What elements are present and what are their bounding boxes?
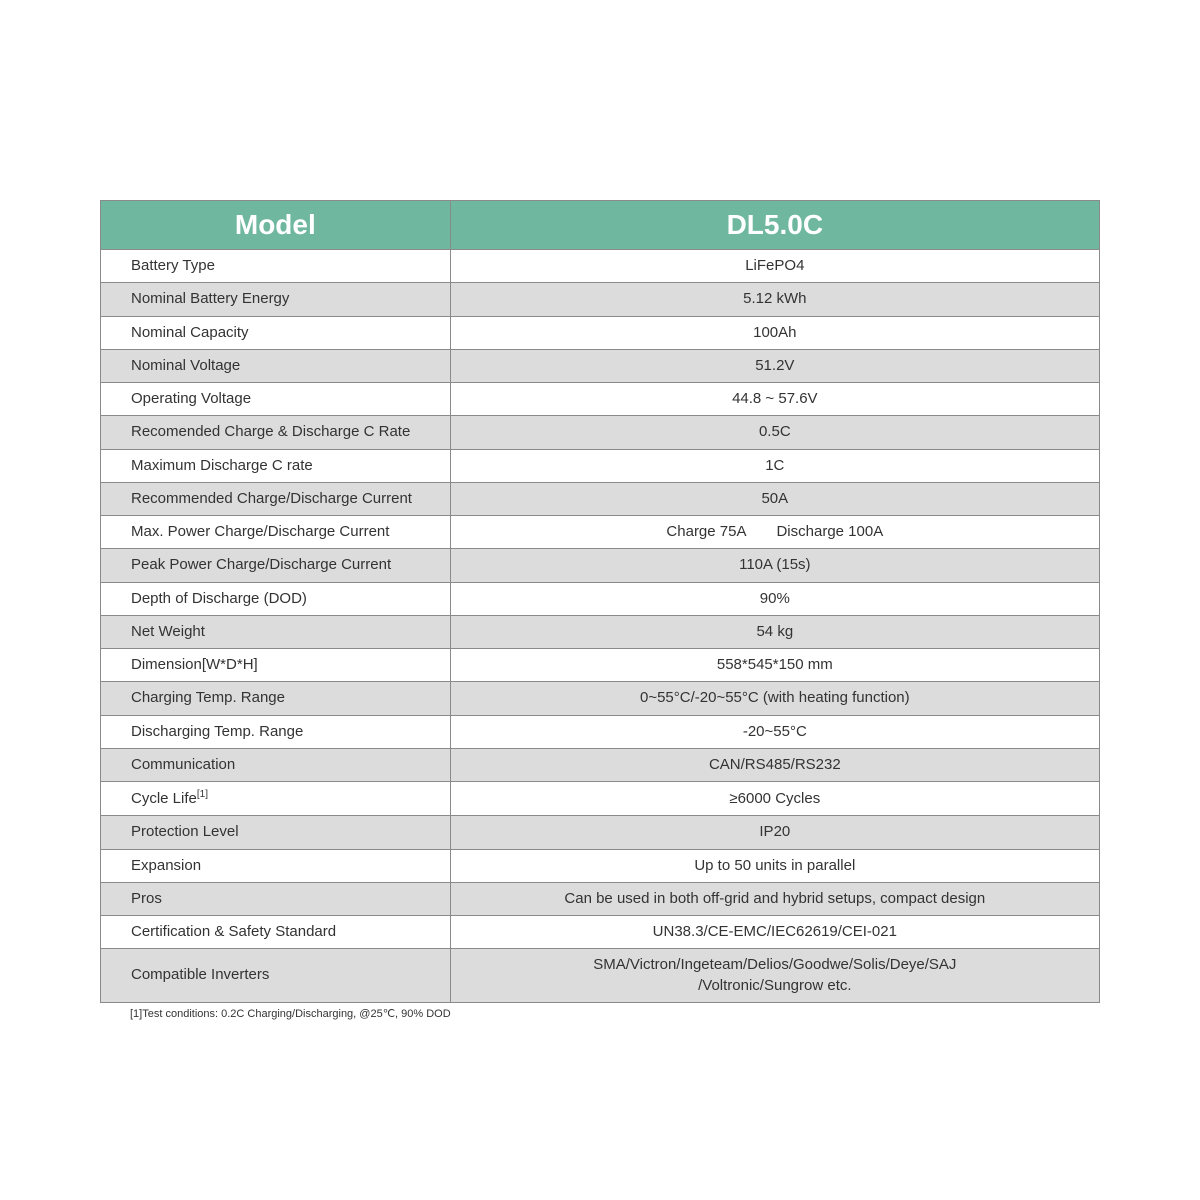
row-value: 558*545*150 mm [450,649,1099,682]
table-row: Net Weight54 kg [101,615,1100,648]
row-value: UN38.3/CE-EMC/IEC62619/CEI-021 [450,916,1099,949]
row-label: Depth of Discharge (DOD) [101,582,451,615]
row-value: IP20 [450,816,1099,849]
row-label: Discharging Temp. Range [101,715,451,748]
row-value: 0~55°C/-20~55°C (with heating function) [450,682,1099,715]
spec-table: Model DL5.0C Battery TypeLiFePO4Nominal … [100,200,1100,1003]
table-header-row: Model DL5.0C [101,201,1100,250]
header-value: DL5.0C [450,201,1099,250]
row-value: 110A (15s) [450,549,1099,582]
spec-table-body: Battery TypeLiFePO4Nominal Battery Energ… [101,250,1100,1003]
table-row: Max. Power Charge/Discharge CurrentCharg… [101,516,1100,549]
table-row: ProsCan be used in both off-grid and hyb… [101,882,1100,915]
row-value: 44.8 ~ 57.6V [450,383,1099,416]
table-row: Protection LevelIP20 [101,816,1100,849]
table-row: Certification & Safety StandardUN38.3/CE… [101,916,1100,949]
table-row: ExpansionUp to 50 units in parallel [101,849,1100,882]
row-label: Battery Type [101,250,451,283]
table-row: Dimension[W*D*H]558*545*150 mm [101,649,1100,682]
row-label: Operating Voltage [101,383,451,416]
table-row: Maximum Discharge C rate1C [101,449,1100,482]
row-label: Protection Level [101,816,451,849]
row-value: 100Ah [450,316,1099,349]
row-value: ≥6000 Cycles [450,782,1099,816]
footnote: [1]Test conditions: 0.2C Charging/Discha… [100,1007,1100,1020]
row-label: Compatible Inverters [101,949,451,1003]
table-row: CommunicationCAN/RS485/RS232 [101,748,1100,781]
row-value: -20~55°C [450,715,1099,748]
row-label: Recommended Charge/Discharge Current [101,482,451,515]
row-label: Nominal Capacity [101,316,451,349]
row-value: 5.12 kWh [450,283,1099,316]
table-row: Recomended Charge & Discharge C Rate0.5C [101,416,1100,449]
row-label: Pros [101,882,451,915]
table-row: Peak Power Charge/Discharge Current110A … [101,549,1100,582]
table-row: Compatible InvertersSMA/Victron/Ingeteam… [101,949,1100,1003]
table-row: Discharging Temp. Range-20~55°C [101,715,1100,748]
row-value: Up to 50 units in parallel [450,849,1099,882]
row-value: LiFePO4 [450,250,1099,283]
table-row: Recommended Charge/Discharge Current50A [101,482,1100,515]
table-row: Battery TypeLiFePO4 [101,250,1100,283]
row-value: Can be used in both off-grid and hybrid … [450,882,1099,915]
table-row: Nominal Voltage51.2V [101,349,1100,382]
row-label: Maximum Discharge C rate [101,449,451,482]
table-row: Nominal Battery Energy5.12 kWh [101,283,1100,316]
row-label: Net Weight [101,615,451,648]
row-label: Recomended Charge & Discharge C Rate [101,416,451,449]
row-label: Expansion [101,849,451,882]
table-row: Charging Temp. Range0~55°C/-20~55°C (wit… [101,682,1100,715]
header-model: Model [101,201,451,250]
row-value: 50A [450,482,1099,515]
row-label: Dimension[W*D*H] [101,649,451,682]
row-label-sup: [1] [197,789,208,800]
row-value: 90% [450,582,1099,615]
row-value: 0.5C [450,416,1099,449]
row-label: Nominal Voltage [101,349,451,382]
row-label: Cycle Life[1] [101,782,451,816]
row-label: Nominal Battery Energy [101,283,451,316]
table-row: Operating Voltage44.8 ~ 57.6V [101,383,1100,416]
row-value: SMA/Victron/Ingeteam/Delios/Goodwe/Solis… [450,949,1099,1003]
row-label: Max. Power Charge/Discharge Current [101,516,451,549]
row-label: Peak Power Charge/Discharge Current [101,549,451,582]
table-row: Depth of Discharge (DOD)90% [101,582,1100,615]
table-row: Cycle Life[1]≥6000 Cycles [101,782,1100,816]
row-value: CAN/RS485/RS232 [450,748,1099,781]
row-value: Charge 75A Discharge 100A [450,516,1099,549]
row-value: 54 kg [450,615,1099,648]
table-row: Nominal Capacity100Ah [101,316,1100,349]
row-label: Charging Temp. Range [101,682,451,715]
row-label: Certification & Safety Standard [101,916,451,949]
row-value: 51.2V [450,349,1099,382]
row-value: 1C [450,449,1099,482]
row-label: Communication [101,748,451,781]
